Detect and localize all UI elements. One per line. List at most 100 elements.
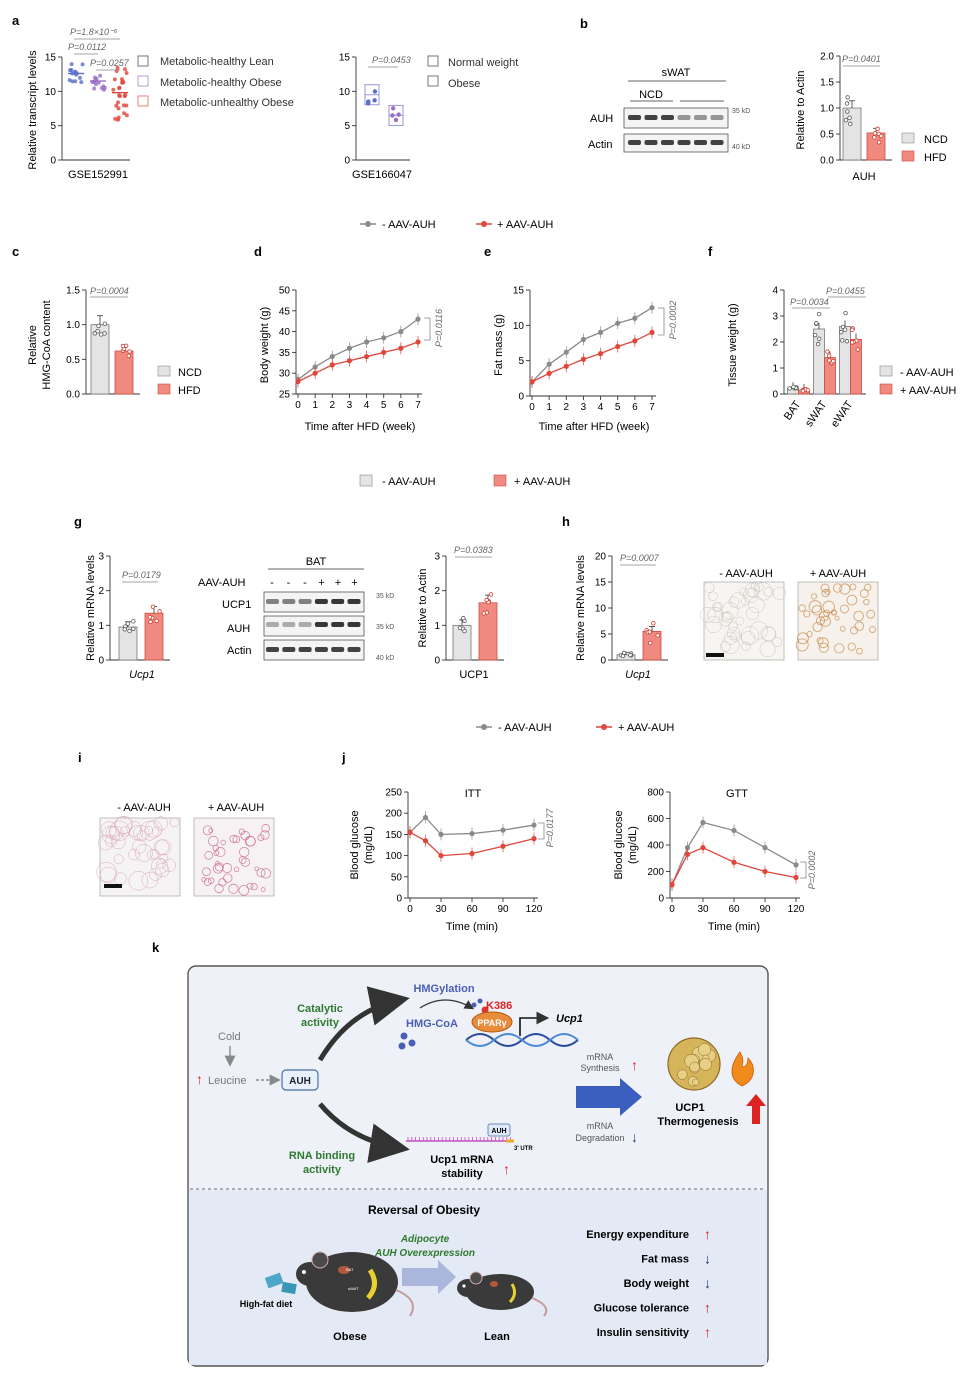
c-point [120, 343, 126, 349]
k-reversal-arrow [402, 1260, 456, 1294]
g-blot-sign: - [287, 577, 291, 589]
g-bar1-point [157, 609, 162, 614]
i-texture-cell [208, 835, 219, 847]
k-arrow-catalytic [317, 986, 410, 1062]
f-bar [850, 338, 862, 395]
f-point [843, 310, 848, 316]
h-pvalue: P=0.0007 [620, 553, 660, 563]
h-texture-cell [866, 609, 876, 619]
h-texture-cell [839, 604, 849, 614]
k-auh-tag: AUH [491, 1128, 506, 1135]
f-point [817, 336, 822, 341]
k-down-arrow-degradation: ↓ [631, 1129, 638, 1145]
b-blot-row-auh: AUH [590, 113, 613, 125]
k-effect-up-arrow: ↑ [704, 1300, 711, 1316]
d-x-tick-label: 4 [364, 400, 370, 411]
j-gtt-point-minus [762, 845, 768, 851]
f-point [840, 338, 845, 343]
f-x-tick-label: eWAT [829, 399, 856, 430]
i-texture-cell [238, 828, 245, 835]
f-point [840, 324, 846, 330]
j-itt-y-tick-label: 0 [396, 894, 402, 905]
g-bar2-y-tick-label: 2 [434, 586, 440, 597]
g-bar2-point [488, 592, 494, 597]
a-left-y-tick-label: 0 [50, 156, 56, 167]
i-scale-bar [104, 884, 122, 888]
panel-j: ITT Blood glucose (mg/dL) 0 50 100 150 200 25… [349, 788, 817, 934]
e-pvalue: P=0.0002 [668, 301, 678, 340]
j-gtt-x-tick-label: 90 [759, 904, 771, 915]
k-degradation-1: mRNA [587, 1121, 614, 1131]
f-y-tick-label: 3 [772, 312, 778, 323]
c-legend-ncd: NCD [178, 367, 202, 379]
j-gtt-line-minus [671, 821, 797, 886]
h-texture-cell [700, 606, 716, 623]
a-left-point [116, 100, 121, 105]
j-gtt-point-minus [731, 827, 737, 834]
g-blot-sign: + [335, 577, 341, 589]
i-he-image-plus [193, 817, 275, 897]
b-bar-ylabel: Relative to Actin [795, 71, 807, 150]
g-bar2-xlabel: UCP1 [459, 669, 488, 681]
f-point [842, 327, 848, 332]
e-line-plus [531, 331, 653, 383]
d-point-plus [381, 349, 387, 355]
a-left-y-tick-label: 10 [45, 87, 57, 98]
g-blot-band [266, 622, 279, 627]
i-texture-cell [215, 861, 220, 866]
d-point-plus [312, 370, 318, 376]
legend-de-plus: + AAV-AUH [497, 219, 553, 231]
i-texture-cell [222, 863, 233, 873]
h-texture-cell [854, 621, 865, 631]
b-bar-point [844, 101, 850, 106]
g-blot-sign: - [270, 577, 274, 589]
k-thermo-1: UCP1 [675, 1102, 704, 1114]
h-texture-cell [718, 612, 733, 627]
j-gtt-x-tick-label: 30 [697, 904, 709, 915]
f-ylabel: Tissue weight (g) [727, 303, 739, 386]
j-gtt-point-plus [762, 868, 768, 875]
c-point [102, 321, 108, 327]
h-texture-cell [730, 631, 741, 642]
e-x-tick-label: 6 [632, 402, 638, 413]
j-itt-point-minus [469, 830, 475, 837]
d-y-tick-label: 25 [279, 390, 291, 401]
h-texture-cell [818, 642, 829, 653]
a-legend-lean: Metabolic-healthy Lean [160, 56, 274, 68]
g-bar1-point [148, 619, 153, 625]
d-x-tick-label: 6 [398, 400, 404, 411]
b-bar-point [845, 95, 850, 100]
g-bar1-point [127, 628, 132, 634]
j-itt-x-tick-label: 30 [435, 904, 447, 915]
g-bar2-point [481, 611, 486, 616]
e-line-minus [531, 307, 653, 383]
h-texture-cell [839, 625, 846, 632]
i-texture-cell [141, 871, 159, 889]
b-bar-point [872, 131, 878, 136]
legend-g-minus: - AAV-AUH [382, 476, 436, 488]
h-y-tick-label: 5 [600, 630, 606, 641]
g-bar1-y-tick-label: 2 [98, 586, 104, 597]
panel-c: Relative HMG-CoA content 0.0 0.5 1.0 1.5 P=… [27, 286, 202, 401]
g-marker-2: 35 kD [376, 624, 394, 631]
j-gtt-y-tick-label: 400 [647, 841, 664, 852]
e-ylabel: Fat mass (g) [493, 314, 505, 376]
k-adipocyte-droplet [677, 1069, 688, 1080]
k-up-arrow-synthesis: ↑ [631, 1057, 638, 1073]
f-y-tick-label: 4 [772, 286, 778, 297]
d-y-tick-label: 35 [279, 348, 291, 359]
h-texture-cell [863, 598, 870, 606]
h-point [647, 629, 652, 635]
k-hmg-coa: HMG-CoA [406, 1018, 458, 1030]
i-texture-cell [147, 848, 159, 861]
legend-j-minus: - AAV-AUH [498, 722, 552, 734]
b-bar-y-tick-label: 2.0 [820, 52, 834, 63]
j-gtt-y-tick-label: 800 [647, 788, 664, 799]
i-img-label-minus: - AAV-AUH [117, 802, 171, 814]
panel-letter-c: c [12, 244, 19, 259]
a-legend-normal: Normal weight [448, 57, 518, 69]
g-blot-band [282, 647, 296, 652]
i-texture-cell [202, 825, 213, 836]
legend-g: - AAV-AUH + AAV-AUH [359, 474, 570, 488]
d-line-minus [297, 318, 419, 380]
